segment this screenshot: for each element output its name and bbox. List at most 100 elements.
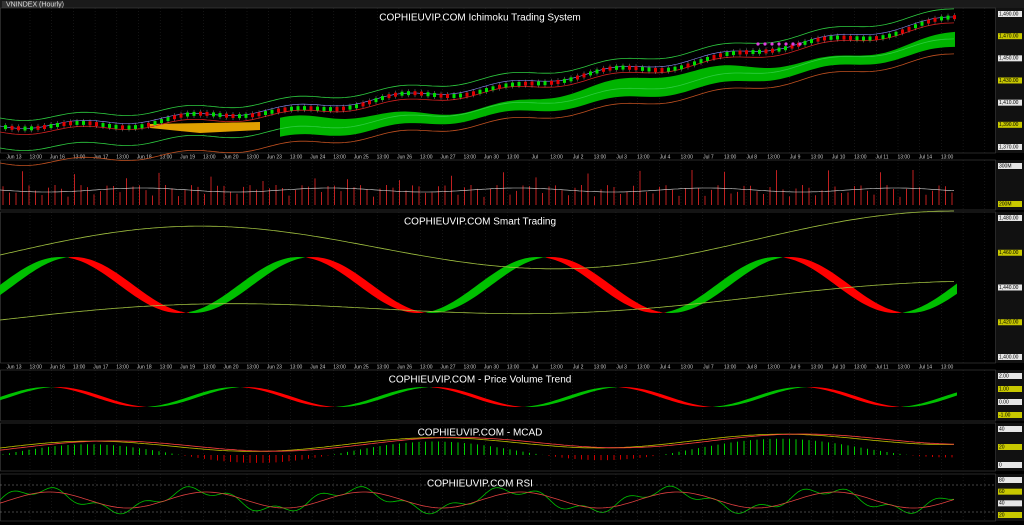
x-axis-label: 13:00 <box>637 364 650 370</box>
ribbon-segment <box>534 257 537 260</box>
candle <box>23 126 27 131</box>
ribbon-segment <box>834 273 837 286</box>
ribbon-segment <box>534 405 537 407</box>
ribbon-segment <box>867 399 870 404</box>
ribbon-segment <box>564 258 567 266</box>
candle <box>361 102 365 107</box>
ribbon-segment <box>330 259 333 268</box>
ribbon-segment <box>363 400 366 405</box>
ribbon-segment <box>111 269 114 282</box>
ribbon-segment <box>561 397 564 402</box>
ribbon-segment <box>615 288 618 300</box>
ribbon-segment <box>114 271 117 284</box>
candle <box>868 36 872 41</box>
ribbon-segment <box>936 296 939 307</box>
candle <box>348 105 352 110</box>
x-axis-label: 13:00 <box>854 154 867 160</box>
ribbon-segment <box>576 262 579 273</box>
ribbon-segment <box>822 266 825 278</box>
panel-title: COPHIEUVIP.COM - Price Volume Trend <box>389 375 572 386</box>
candle <box>608 66 612 71</box>
ribbon-segment <box>567 395 570 400</box>
candle <box>706 56 709 61</box>
candle <box>69 121 72 126</box>
ribbon-segment <box>144 292 147 304</box>
ribbon-segment <box>954 392 957 397</box>
ribbon-segment <box>222 387 225 390</box>
ribbon-segment <box>54 257 57 261</box>
ribbon-segment <box>294 397 297 402</box>
ribbon-segment <box>477 395 480 400</box>
x-axis-label: Jun 24 <box>310 364 325 370</box>
ribbon-segment <box>603 279 606 292</box>
candle <box>173 115 176 120</box>
ribbon-segment <box>552 400 555 405</box>
ribbon-segment <box>171 401 174 405</box>
ribbon-segment <box>591 388 594 393</box>
x-axis-label: Jun 25 <box>354 154 369 160</box>
ribbon-segment <box>228 290 231 302</box>
ribbon-segment <box>99 395 102 400</box>
candle <box>30 126 33 131</box>
ribbon-segment <box>51 257 54 262</box>
ribbon-segment <box>492 272 495 285</box>
tab-title[interactable]: VNINDEX (Hourly) <box>6 1 64 8</box>
ribbon-segment <box>9 393 12 398</box>
ribbon-segment <box>294 257 297 261</box>
candle <box>322 106 326 111</box>
scale-label: 1,410.00 <box>999 100 1019 106</box>
x-axis-label: Jul 8 <box>747 154 758 160</box>
ribbon-segment <box>0 282 3 296</box>
ribbon-segment <box>393 299 396 309</box>
ribbon-segment <box>468 392 471 397</box>
candle <box>212 112 215 117</box>
candle <box>758 49 761 54</box>
ribbon-segment <box>96 394 99 399</box>
ribbon-segment <box>225 292 228 304</box>
ribbon-segment <box>444 305 447 312</box>
ribbon-segment <box>774 390 777 394</box>
scale-tag <box>998 99 1022 106</box>
ribbon-segment <box>318 257 321 262</box>
ribbon-segment <box>402 388 405 393</box>
ribbon-segment <box>462 294 465 305</box>
ribbon-segment <box>417 310 420 313</box>
ribbon-segment <box>219 388 222 391</box>
tab[interactable] <box>2 1 62 8</box>
ribbon-segment <box>84 390 87 395</box>
ribbon-segment <box>126 403 129 407</box>
ribbon-segment <box>39 387 42 389</box>
ribbon-segment <box>747 398 750 403</box>
ribbon-segment <box>66 257 69 258</box>
ribbon-segment <box>861 293 864 304</box>
ribbon-segment <box>438 387 441 389</box>
ribbon-segment <box>39 259 42 268</box>
ribbon-segment <box>831 271 834 284</box>
ribbon-segment <box>117 401 120 405</box>
scale-label: 60 <box>999 489 1005 495</box>
candle <box>446 93 449 98</box>
scale-label: 300M <box>999 163 1012 169</box>
ribbon-segment <box>30 263 33 274</box>
ribbon-segment <box>945 395 948 400</box>
ribbon-segment <box>183 312 186 313</box>
ribbon-segment <box>954 283 957 296</box>
ribbon-segment <box>903 406 906 407</box>
ribbon-segment <box>735 402 738 406</box>
marker-dot <box>798 42 802 46</box>
x-axis-label: 13:00 <box>290 364 303 370</box>
ribbon-segment <box>819 387 822 390</box>
candle <box>790 44 794 49</box>
ribbon-segment <box>927 302 930 311</box>
ribbon-segment <box>192 310 195 313</box>
ribbon-segment <box>849 393 852 399</box>
ribbon-segment <box>513 405 516 407</box>
ribbon-segment <box>618 290 621 302</box>
ribbon-segment <box>351 270 354 282</box>
ribbon-segment <box>399 303 402 311</box>
ribbon-segment <box>357 402 360 406</box>
panel-frame <box>0 422 996 472</box>
candle <box>186 112 189 117</box>
ribbon-segment <box>873 401 876 405</box>
ribbon-segment <box>186 312 189 313</box>
